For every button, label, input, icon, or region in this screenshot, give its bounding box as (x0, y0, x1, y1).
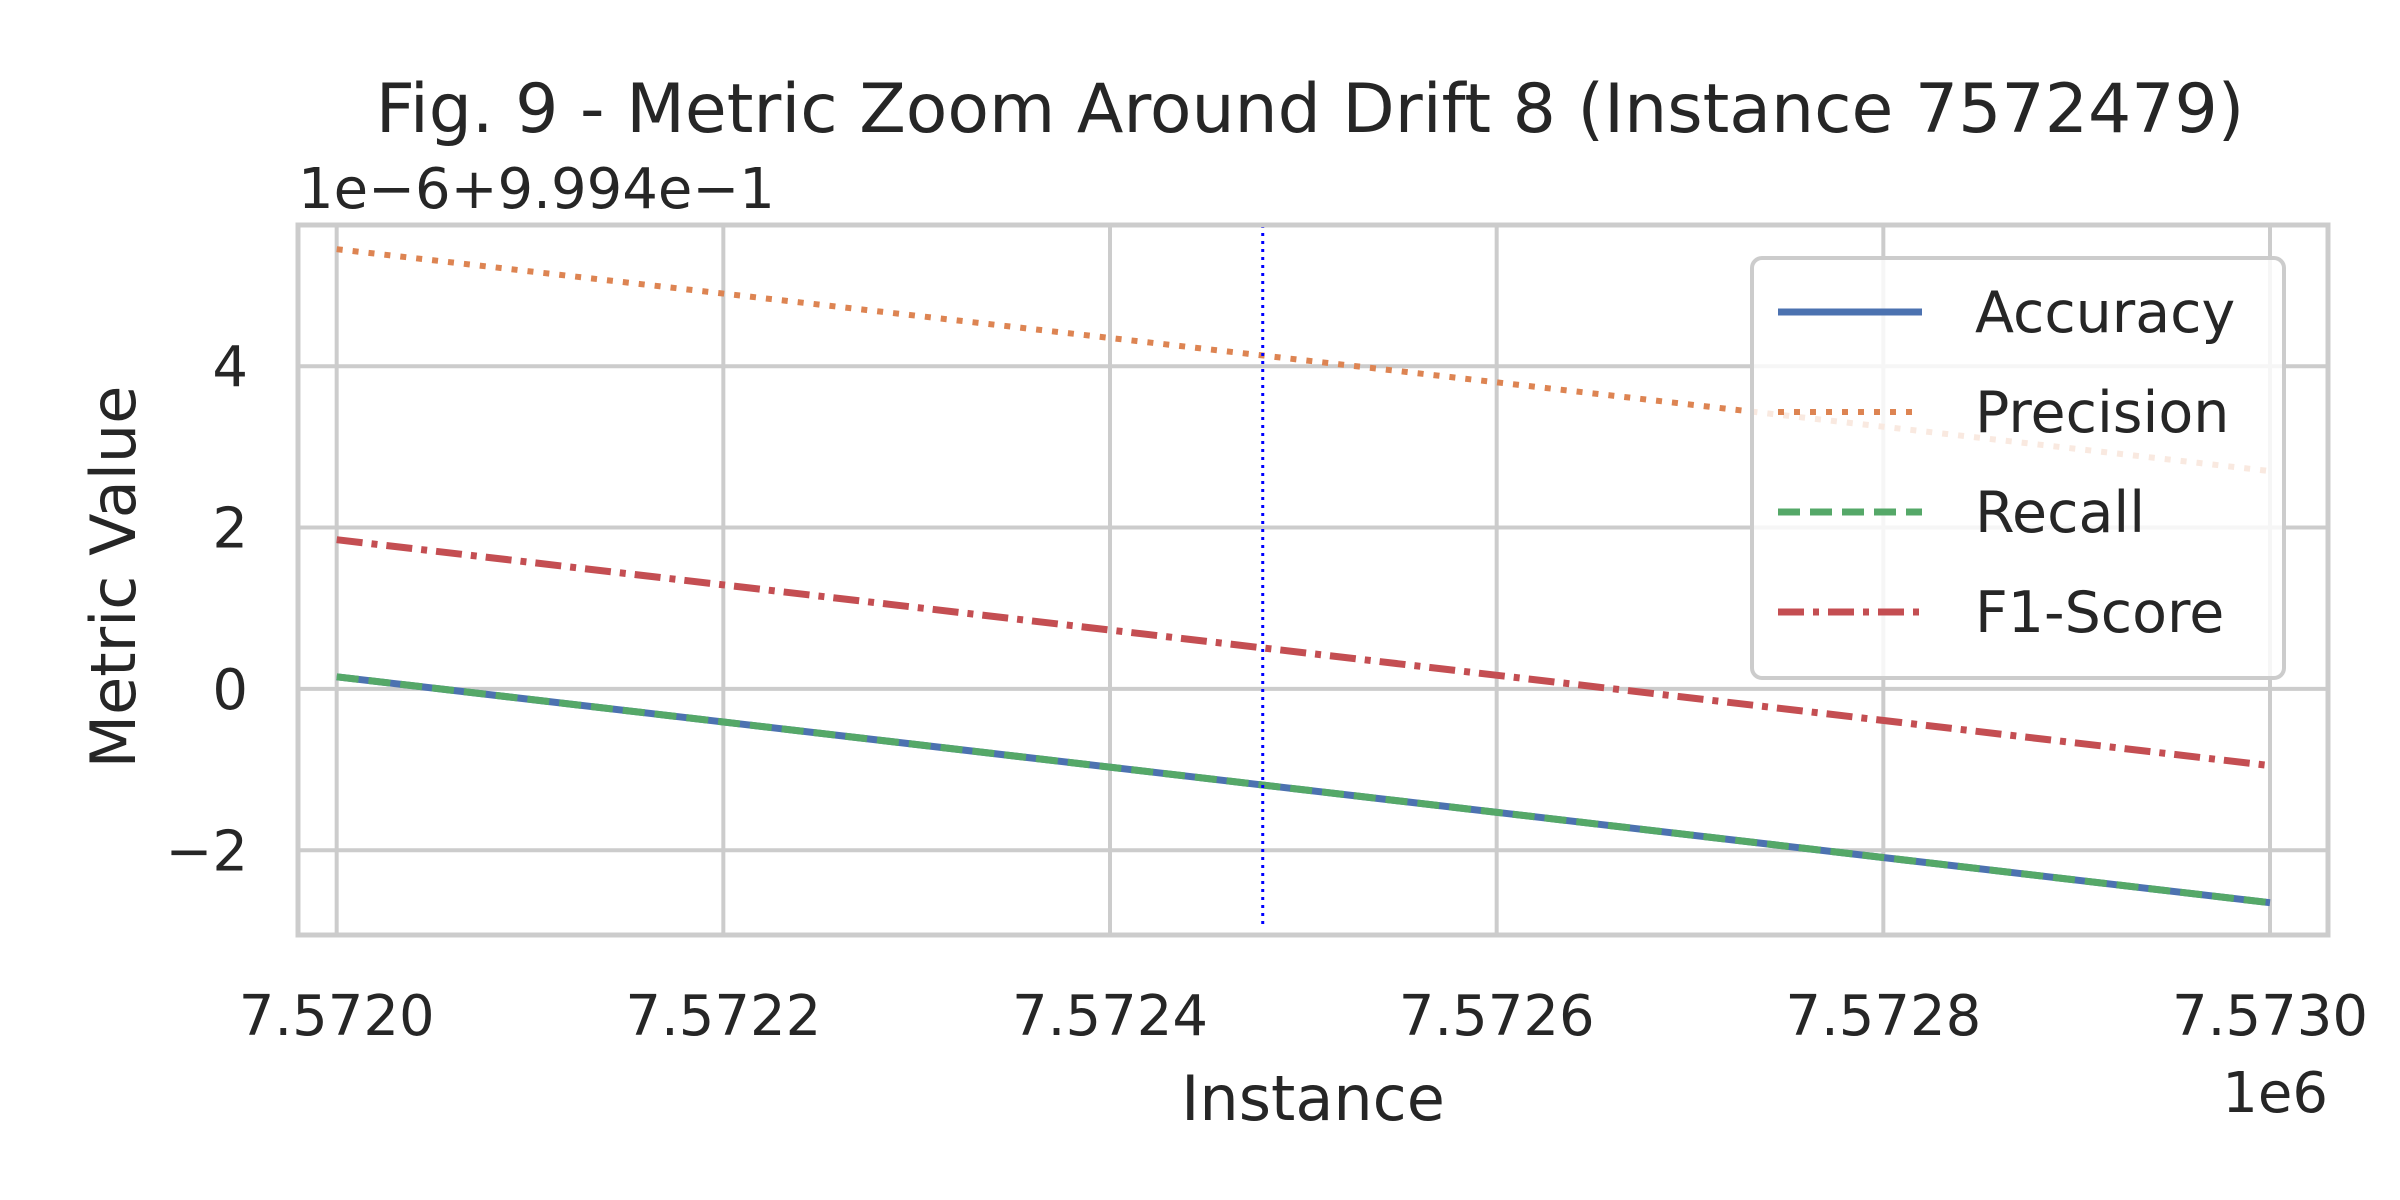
y-tick-label-2: 2 (212, 497, 248, 562)
legend-label-f1-score: F1-Score (1975, 580, 2224, 646)
legend-box (1750, 256, 2286, 680)
x-tick-label-4: 7.5728 (1785, 984, 1981, 1049)
y-axis-offset-label: 1e−6+9.994e−1 (298, 157, 775, 222)
x-axis-label: Instance (1181, 1062, 1445, 1135)
x-tick-label-5: 7.5730 (2172, 984, 2368, 1049)
legend-label-recall: Recall (1975, 480, 2145, 546)
chart-title: Fig. 9 - Metric Zoom Around Drift 8 (Ins… (376, 70, 2245, 149)
y-tick-label-3: 4 (212, 335, 248, 400)
x-tick-label-2: 7.5724 (1012, 984, 1208, 1049)
y-axis-label: Metric Value (77, 386, 150, 769)
series-line-recall (336, 673, 2271, 907)
x-axis-offset-label: 1e6 (2222, 1061, 2328, 1126)
x-tick-label-0: 7.5720 (239, 984, 435, 1049)
y-tick-label-1: 0 (212, 658, 248, 723)
x-tick-label-1: 7.5722 (625, 984, 821, 1049)
x-axis-ticks: 7.5720 7.5722 7.5724 7.5726 7.5728 7.5730 (239, 984, 2368, 1049)
plot-frame (295, 222, 2331, 938)
legend-label-precision: Precision (1975, 380, 2229, 446)
series-line-f1-score (336, 536, 2271, 770)
y-axis-ticks: −2 0 2 4 (165, 335, 248, 884)
legend-label-accuracy: Accuracy (1975, 280, 2235, 346)
x-tick-label-3: 7.5726 (1399, 984, 1595, 1049)
legend: Accuracy Precision Recall F1-Score (1750, 256, 2286, 680)
y-tick-label-0: −2 (165, 819, 248, 884)
